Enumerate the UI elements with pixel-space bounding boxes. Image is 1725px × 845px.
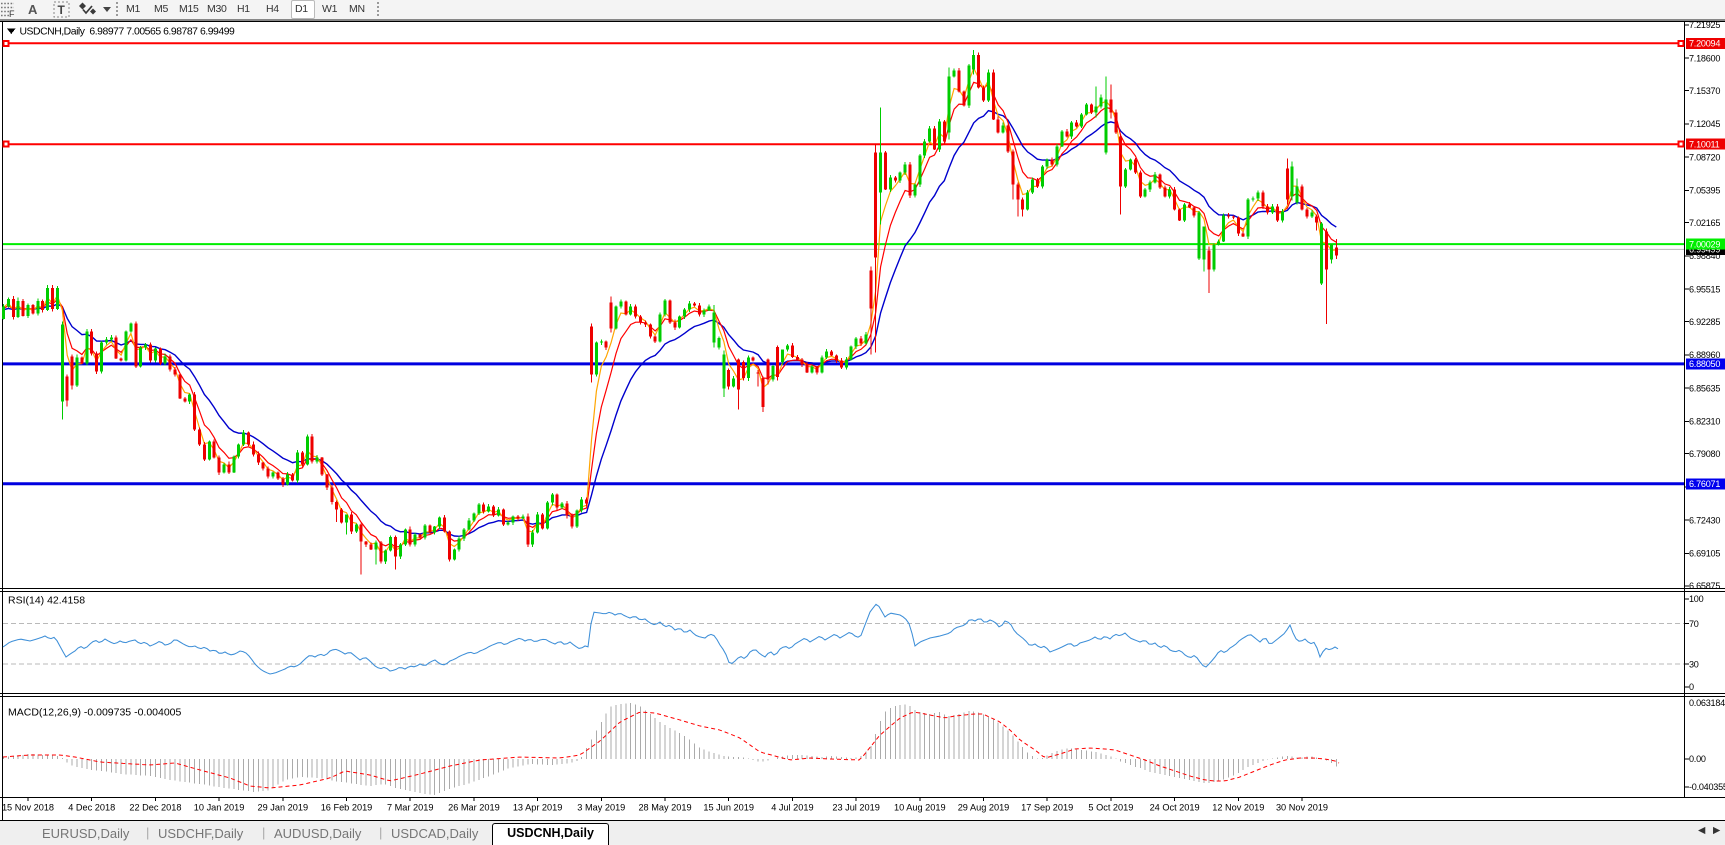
svg-text:10 Aug 2019: 10 Aug 2019 (894, 803, 946, 813)
svg-text:13 Apr 2019: 13 Apr 2019 (513, 803, 563, 813)
svg-text:29 Jan 2019: 29 Jan 2019 (258, 803, 309, 813)
svg-text:6.82310: 6.82310 (1689, 417, 1720, 427)
svg-text:7.02165: 7.02165 (1689, 218, 1720, 228)
svg-text:6.79080: 6.79080 (1689, 449, 1720, 459)
svg-text:6.92285: 6.92285 (1689, 317, 1720, 327)
svg-text:7 Mar 2019: 7 Mar 2019 (387, 803, 433, 813)
svg-text:7.08720: 7.08720 (1689, 152, 1720, 162)
svg-text:6.88050: 6.88050 (1689, 359, 1720, 369)
svg-text:10 Jan 2019: 10 Jan 2019 (194, 803, 245, 813)
svg-text:6.65875: 6.65875 (1689, 581, 1720, 591)
svg-text:5 Oct 2019: 5 Oct 2019 (1088, 803, 1133, 813)
svg-text:MACD(12,26,9) -0.009735 -0.004: MACD(12,26,9) -0.009735 -0.004005 (8, 707, 182, 719)
svg-text:0.00: 0.00 (1689, 754, 1706, 764)
svg-text:4 Jul 2019: 4 Jul 2019 (771, 803, 813, 813)
svg-text:T: T (58, 3, 66, 17)
svg-text:7.12045: 7.12045 (1689, 119, 1720, 129)
svg-text:6.95515: 6.95515 (1689, 284, 1720, 294)
svg-text:15 Nov 2018: 15 Nov 2018 (2, 803, 54, 813)
svg-text:0: 0 (1689, 682, 1694, 692)
svg-text:100: 100 (1689, 594, 1704, 604)
svg-text:16 Feb 2019: 16 Feb 2019 (321, 803, 373, 813)
svg-text:29 Aug 2019: 29 Aug 2019 (958, 803, 1010, 813)
svg-text:7.20094: 7.20094 (1689, 39, 1720, 49)
svg-text:7.10011: 7.10011 (1689, 139, 1720, 149)
svg-text:7.15370: 7.15370 (1689, 86, 1720, 96)
svg-text:30 Nov 2019: 30 Nov 2019 (1276, 803, 1328, 813)
svg-text:RSI(14) 42.4158: RSI(14) 42.4158 (8, 595, 85, 607)
svg-text:7.18600: 7.18600 (1689, 53, 1720, 63)
svg-text:3 May 2019: 3 May 2019 (577, 803, 625, 813)
svg-text:30: 30 (1689, 659, 1699, 669)
svg-text:6.85635: 6.85635 (1689, 383, 1720, 393)
svg-text:7.00029: 7.00029 (1689, 239, 1720, 249)
svg-text:7.21925: 7.21925 (1689, 21, 1720, 30)
svg-text:23 Jul 2019: 23 Jul 2019 (832, 803, 880, 813)
svg-text:A: A (28, 2, 38, 17)
svg-text:F: F (9, 9, 15, 19)
svg-text:24 Oct 2019: 24 Oct 2019 (1150, 803, 1200, 813)
svg-text:0.063184: 0.063184 (1689, 698, 1725, 708)
svg-text:26 Mar 2019: 26 Mar 2019 (448, 803, 500, 813)
svg-text:6.76071: 6.76071 (1689, 479, 1720, 489)
svg-text:4 Dec 2018: 4 Dec 2018 (68, 803, 115, 813)
svg-text:-0.040355: -0.040355 (1689, 782, 1725, 792)
svg-text:6.98840: 6.98840 (1689, 251, 1720, 261)
svg-text:22 Dec 2018: 22 Dec 2018 (129, 803, 181, 813)
svg-text:7.05395: 7.05395 (1689, 186, 1720, 196)
svg-text:28 May 2019: 28 May 2019 (638, 803, 691, 813)
svg-text:70: 70 (1689, 619, 1699, 629)
svg-text:17 Sep 2019: 17 Sep 2019 (1021, 803, 1073, 813)
svg-text:USDCNH,Daily 6.98977 7.00565: USDCNH,Daily 6.98977 7.00565 6.98787 6.9… (20, 27, 236, 38)
svg-text:6.88960: 6.88960 (1689, 350, 1720, 360)
svg-text:12 Nov 2019: 12 Nov 2019 (1212, 803, 1264, 813)
svg-text:6.69105: 6.69105 (1689, 549, 1720, 559)
svg-text:15 Jun 2019: 15 Jun 2019 (703, 803, 754, 813)
svg-text:6.72430: 6.72430 (1689, 515, 1720, 525)
